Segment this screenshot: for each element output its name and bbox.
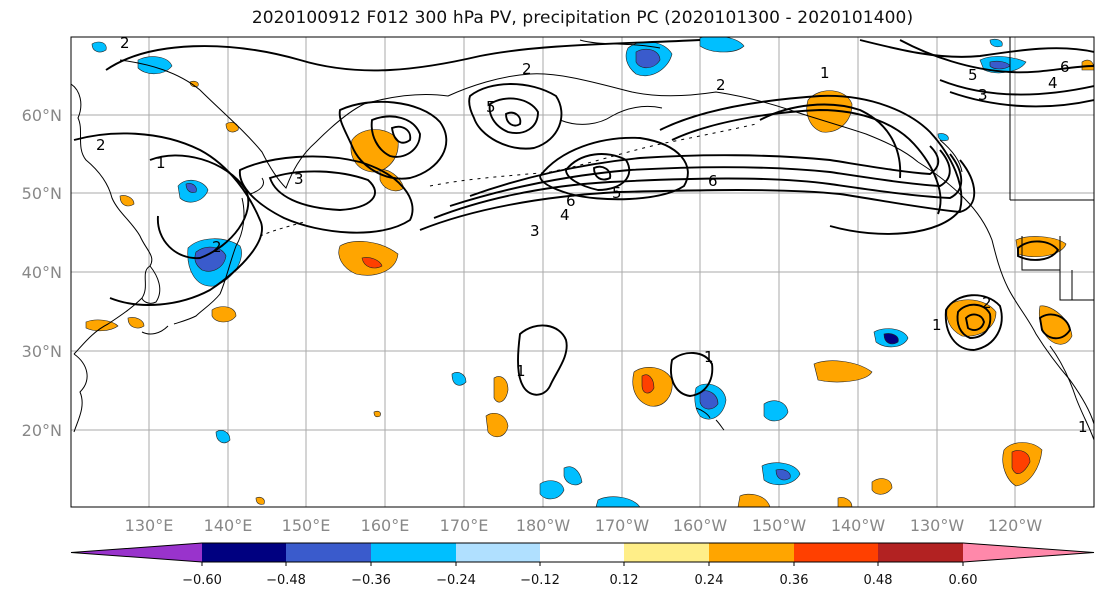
- contour-label: 1: [932, 316, 942, 334]
- contour-label: 2: [96, 136, 106, 154]
- contour-label: 4: [1048, 74, 1058, 92]
- lon-label: 130°W: [910, 516, 965, 535]
- colorbar-tick-label: 0.48: [864, 573, 893, 588]
- colorbar-bin: [371, 543, 456, 562]
- contour-label: 3: [294, 170, 304, 188]
- contour-label: 5: [486, 98, 496, 116]
- lon-label: 170°E: [440, 516, 489, 535]
- colorbar-tick-label: −0.36: [351, 573, 391, 588]
- longitude-labels: 130°E 140°E 150°E 160°E 170°E 180°W 170°W 160°W…: [125, 516, 1043, 535]
- colorbar-bin: [709, 543, 794, 562]
- contour-label: 2: [212, 238, 222, 256]
- latitude-labels: 60°N 50°N 40°N 30°N 20°N: [22, 106, 62, 440]
- colorbar-bin: [624, 543, 709, 562]
- contour-label: 6: [566, 192, 576, 210]
- contour-label: 2: [716, 76, 726, 94]
- contour-label: 1: [156, 154, 166, 172]
- lat-label: 50°N: [22, 184, 62, 203]
- contour-label: 2: [982, 294, 992, 312]
- lon-label: 150°E: [282, 516, 331, 535]
- colorbar-tick-label: 0.60: [949, 573, 978, 588]
- lat-label: 30°N: [22, 342, 62, 361]
- contour-label: 6: [708, 172, 718, 190]
- colorbar-bin: [202, 543, 286, 562]
- contour-label: 5: [612, 184, 622, 202]
- lon-label: 160°W: [673, 516, 728, 535]
- lat-label: 60°N: [22, 106, 62, 125]
- contour-label: 3: [978, 86, 988, 104]
- colorbar-bin: [540, 543, 624, 562]
- colorbar-bin: [878, 543, 963, 562]
- colorbar-tick-label: −0.48: [266, 573, 306, 588]
- contour-labels: 2 1 3 2 5 2 1 6 6 5 4 3 2 5 3 4 6 1 2 1 …: [96, 34, 1088, 436]
- colorbar-tick-label: 0.12: [610, 573, 639, 588]
- colorbar-tick-label: −0.24: [436, 573, 476, 588]
- lat-label: 20°N: [22, 421, 62, 440]
- precip-shading: [85, 37, 1094, 507]
- lon-label: 140°W: [831, 516, 886, 535]
- lon-label: 160°E: [361, 516, 410, 535]
- colorbar-bin: [71, 543, 202, 562]
- contour-label: 1: [1078, 418, 1088, 436]
- pv-contours: [73, 39, 1094, 397]
- lon-label: 150°W: [752, 516, 807, 535]
- figure-title: 2020100912 F012 300 hPa PV, precipitatio…: [251, 8, 914, 28]
- lon-label: 120°W: [988, 516, 1043, 535]
- plot-frame: [70, 36, 1095, 508]
- colorbar: [70, 542, 1095, 563]
- lon-label: 180°W: [516, 516, 571, 535]
- contour-label: 1: [704, 348, 714, 366]
- contour-label: 6: [1060, 58, 1070, 76]
- colorbar-bin: [456, 543, 540, 562]
- lon-label: 130°E: [125, 516, 174, 535]
- colorbar-bin: [794, 543, 878, 562]
- contour-label: 2: [522, 60, 532, 78]
- contour-label: 3: [530, 222, 540, 240]
- coastlines: [71, 37, 1094, 441]
- colorbar-tick-label: −0.60: [182, 573, 222, 588]
- lon-label: 170°W: [595, 516, 650, 535]
- colorbar-bin: [963, 543, 1094, 562]
- lon-label: 140°E: [204, 516, 253, 535]
- contour-label: 2: [120, 34, 130, 52]
- contour-label: 1: [820, 64, 830, 82]
- colorbar-tick-label: 0.36: [780, 573, 809, 588]
- contour-label: 1: [516, 362, 526, 380]
- colorbar-tick-label: −0.12: [520, 573, 560, 588]
- colorbar-bin: [286, 543, 371, 562]
- lat-label: 40°N: [22, 263, 62, 282]
- contour-label: 5: [968, 66, 978, 84]
- colorbar-tick-label: 0.24: [695, 573, 724, 588]
- contour-label: 4: [560, 206, 570, 224]
- colorbar-labels: −0.60 −0.48 −0.36 −0.24 −0.12 0.12 0.24 0.36 0.4…: [182, 562, 977, 588]
